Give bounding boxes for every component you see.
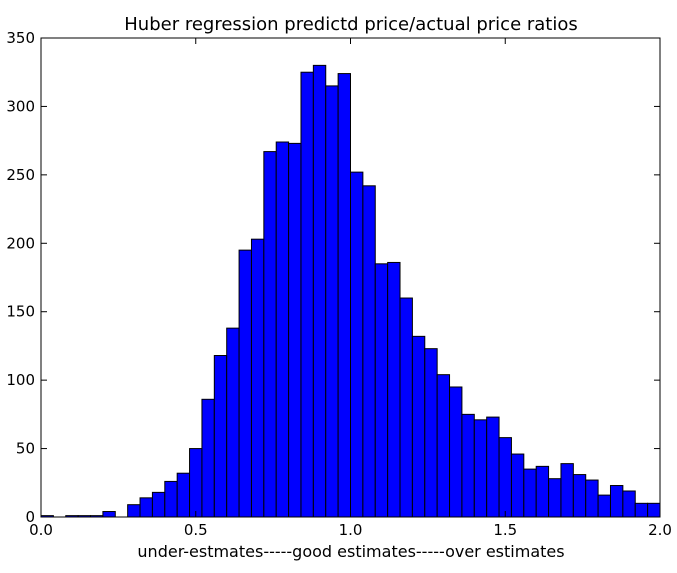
y-tick-label: 150 — [6, 303, 35, 321]
x-tick-label: 2.0 — [648, 521, 672, 539]
histogram-bar — [176, 472, 191, 518]
histogram-bar — [337, 73, 351, 518]
histogram-bar — [486, 416, 500, 518]
histogram-bars — [40, 64, 661, 518]
histogram-bar — [548, 478, 562, 518]
histogram-bar — [510, 453, 525, 518]
histogram-bar — [399, 297, 413, 518]
histogram-bar — [288, 142, 302, 518]
histogram-bar — [498, 437, 512, 518]
histogram-bar — [263, 151, 277, 518]
histogram-bar — [609, 485, 624, 518]
histogram-bar — [634, 502, 649, 518]
histogram-bar — [535, 465, 550, 518]
histogram-bar — [585, 479, 599, 518]
histogram-bar — [139, 497, 153, 518]
histogram-bar — [250, 238, 265, 518]
histogram-bar — [436, 374, 451, 518]
histogram-bar — [164, 480, 178, 518]
histogram-bar — [374, 263, 389, 518]
plot-frame — [40, 37, 661, 518]
histogram-bar — [201, 398, 215, 518]
histogram-bar — [325, 85, 339, 518]
histogram-bar — [560, 463, 574, 518]
x-tick-label: 1.5 — [493, 521, 517, 539]
x-tick-label: 0.5 — [184, 521, 208, 539]
histogram-bar — [151, 491, 166, 518]
histogram-bar — [523, 468, 537, 518]
histogram-bar — [387, 261, 401, 518]
histogram-bar — [238, 249, 252, 518]
histogram-bar — [102, 511, 116, 518]
histogram-bar — [473, 419, 488, 518]
y-tick-label: 100 — [6, 371, 35, 389]
histogram-bar — [449, 386, 463, 518]
histogram-bar — [622, 490, 636, 518]
x-tick-label: 0.0 — [29, 521, 53, 539]
histogram-bar — [312, 64, 327, 518]
histogram-bar — [572, 474, 587, 518]
histogram-bar — [362, 185, 376, 518]
x-axis-label: under-estmates-----good estimates-----ov… — [137, 542, 564, 561]
histogram-bar — [350, 171, 364, 518]
histogram-bar — [597, 494, 611, 518]
x-tick-label: 1.0 — [339, 521, 363, 539]
histogram-bar — [189, 448, 203, 518]
y-tick-label: 350 — [6, 29, 35, 47]
histogram-bar — [275, 141, 290, 518]
y-tick-label: 50 — [16, 440, 35, 458]
histogram-bar — [127, 504, 141, 518]
y-tick-label: 200 — [6, 234, 35, 252]
y-tick-label: 250 — [6, 166, 35, 184]
histogram-bar — [300, 71, 314, 518]
y-axis-tick-labels: 0 50 100 150 200 250 300 350 — [6, 29, 35, 526]
histogram-bar — [461, 413, 475, 518]
histogram-bar — [647, 502, 661, 518]
histogram-bar — [213, 355, 228, 518]
chart-title: Huber regression predictd price/actual p… — [124, 14, 578, 35]
x-axis-tick-labels: 0.0 0.5 1.0 1.5 2.0 — [29, 521, 672, 539]
y-tick-label: 0 — [25, 508, 35, 526]
histogram-bar — [424, 348, 438, 518]
y-tick-label: 300 — [6, 97, 35, 115]
histogram-bar — [411, 335, 426, 518]
histogram-bar — [226, 327, 240, 518]
